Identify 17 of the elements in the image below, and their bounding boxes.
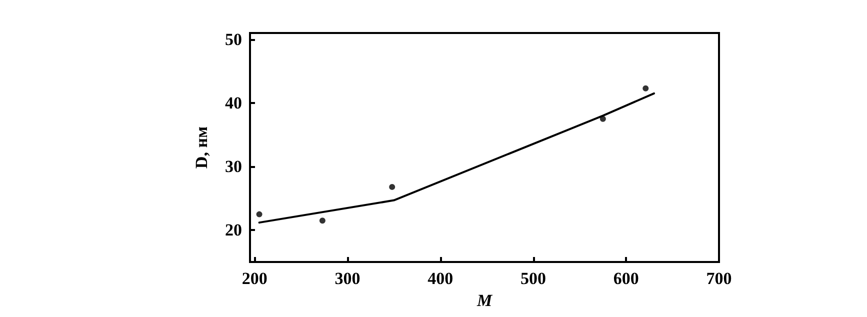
y-tick-label: 20 — [225, 220, 242, 240]
x-tick-label: 400 — [428, 269, 454, 288]
point — [389, 184, 396, 190]
point — [642, 85, 649, 92]
x-axis-title: M — [476, 290, 493, 310]
line-series — [258, 92, 655, 224]
y-axis-title: D, нм — [192, 126, 211, 169]
x-tick-label: 200 — [242, 269, 268, 288]
x-tick-label: 500 — [520, 269, 546, 288]
y-tick-label: 30 — [225, 157, 242, 176]
x-tick-label: 700 — [706, 269, 732, 288]
x-tick-label: 300 — [334, 269, 360, 288]
point — [256, 211, 262, 218]
x-tick-label: 600 — [613, 269, 639, 288]
point — [319, 218, 326, 224]
y-tick-label: 40 — [225, 93, 242, 112]
y-tick-label: 50 — [225, 30, 242, 49]
